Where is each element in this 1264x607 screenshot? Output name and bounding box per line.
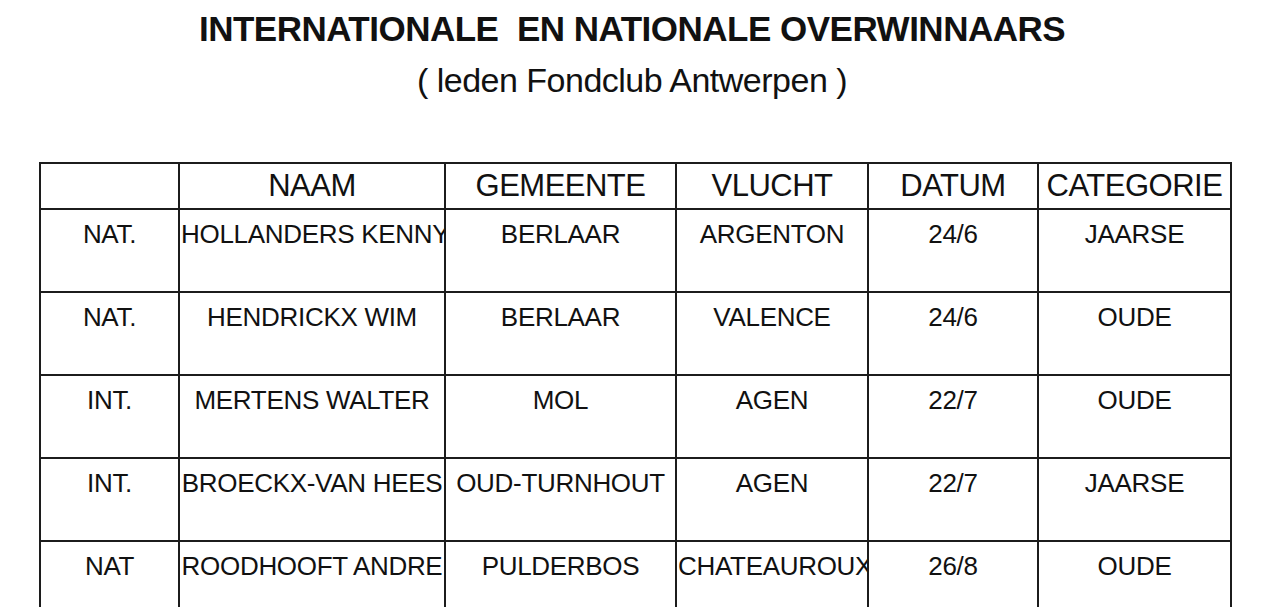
cell-naam: ROODHOOFT ANDRE [179, 541, 445, 607]
cell-type: NAT. [40, 209, 179, 292]
cell-datum: 24/6 [868, 292, 1038, 375]
cell-gemeente: OUD-TURNHOUT [445, 458, 676, 541]
cell-gemeente: BERLAAR [445, 292, 676, 375]
cell-naam: MERTENS WALTER [179, 375, 445, 458]
cell-datum: 22/7 [868, 375, 1038, 458]
cell-vlucht: AGEN [676, 458, 868, 541]
cell-vlucht: CHATEAUROUX [676, 541, 868, 607]
cell-vlucht: VALENCE [676, 292, 868, 375]
cell-vlucht: ARGENTON [676, 209, 868, 292]
cell-categorie: JAARSE [1038, 209, 1231, 292]
winners-table: NAAM GEMEENTE VLUCHT DATUM CATEGORIE NAT… [39, 162, 1232, 607]
cell-type: INT. [40, 375, 179, 458]
document-page: INTERNATIONALE EN NATIONALE OVERWINNAARS… [0, 10, 1264, 607]
table-row: NAT ROODHOOFT ANDRE PULDERBOS CHATEAUROU… [40, 541, 1231, 607]
header-cell-empty [40, 163, 179, 209]
page-title: INTERNATIONALE EN NATIONALE OVERWINNAARS [0, 10, 1264, 48]
cell-type: INT. [40, 458, 179, 541]
header-cell-categorie: CATEGORIE [1038, 163, 1231, 209]
header-cell-vlucht: VLUCHT [676, 163, 868, 209]
header-cell-datum: DATUM [868, 163, 1038, 209]
cell-categorie: OUDE [1038, 541, 1231, 607]
cell-datum: 22/7 [868, 458, 1038, 541]
table-row: INT. MERTENS WALTER MOL AGEN 22/7 OUDE [40, 375, 1231, 458]
table-row: NAT. HENDRICKX WIM BERLAAR VALENCE 24/6 … [40, 292, 1231, 375]
cell-gemeente: MOL [445, 375, 676, 458]
header-cell-naam: NAAM [179, 163, 445, 209]
cell-naam: BROECKX-VAN HEES [179, 458, 445, 541]
header-cell-gemeente: GEMEENTE [445, 163, 676, 209]
cell-naam: HOLLANDERS KENNY [179, 209, 445, 292]
cell-gemeente: PULDERBOS [445, 541, 676, 607]
cell-naam: HENDRICKX WIM [179, 292, 445, 375]
table-row: NAT. HOLLANDERS KENNY BERLAAR ARGENTON 2… [40, 209, 1231, 292]
cell-categorie: JAARSE [1038, 458, 1231, 541]
cell-categorie: OUDE [1038, 292, 1231, 375]
cell-type: NAT [40, 541, 179, 607]
cell-categorie: OUDE [1038, 375, 1231, 458]
table-row: INT. BROECKX-VAN HEES OUD-TURNHOUT AGEN … [40, 458, 1231, 541]
page-subtitle: ( leden Fondclub Antwerpen ) [0, 60, 1264, 100]
cell-datum: 26/8 [868, 541, 1038, 607]
cell-type: NAT. [40, 292, 179, 375]
header-row: NAAM GEMEENTE VLUCHT DATUM CATEGORIE [40, 163, 1231, 209]
cell-vlucht: AGEN [676, 375, 868, 458]
cell-gemeente: BERLAAR [445, 209, 676, 292]
cell-datum: 24/6 [868, 209, 1038, 292]
